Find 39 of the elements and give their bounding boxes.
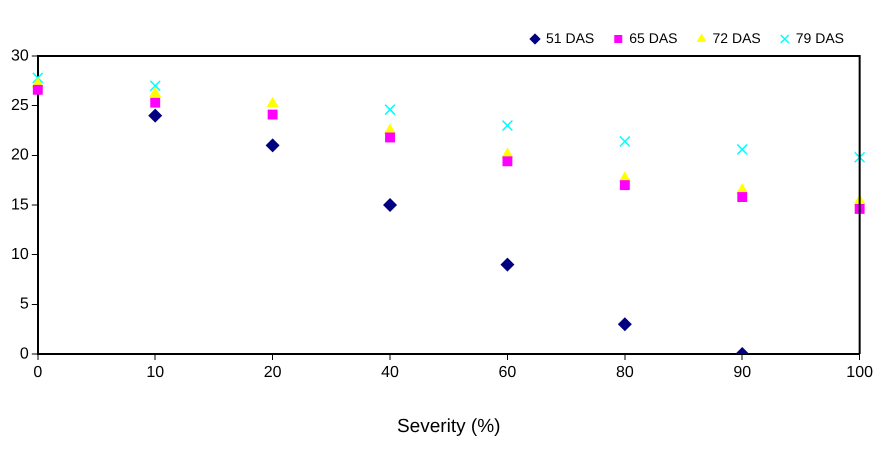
x-tick-label: 40	[381, 364, 400, 382]
point	[500, 258, 514, 272]
x-axis-title: Severity (%)	[396, 416, 500, 437]
point	[502, 120, 514, 132]
point	[502, 156, 512, 166]
point	[385, 132, 395, 142]
x-tick-label: 20	[264, 364, 282, 382]
point	[150, 80, 161, 92]
y-tick-label: 0	[20, 345, 29, 362]
legend-label: 51 DAS	[546, 30, 594, 46]
point	[150, 98, 160, 108]
legend-label: 79 DAS	[796, 30, 844, 46]
y-tick-label: 5	[20, 296, 29, 313]
y-tick-label: 30	[11, 47, 29, 64]
point	[618, 317, 632, 332]
point	[736, 144, 748, 156]
point	[266, 138, 280, 152]
y-tick-label: 25	[11, 97, 29, 114]
x-tick-label: 90	[733, 364, 752, 382]
point	[383, 198, 398, 212]
x-tick-label: 80	[616, 364, 634, 382]
point	[32, 72, 44, 84]
y-tick-label: 20	[11, 146, 29, 164]
point	[737, 192, 748, 202]
y-tick-label: 15	[11, 196, 29, 214]
point	[268, 110, 278, 120]
x-tick-label: 0	[33, 364, 42, 382]
point	[32, 84, 43, 95]
point	[620, 180, 630, 190]
point	[384, 104, 396, 116]
x-tick-label: 100	[846, 364, 874, 382]
point	[854, 152, 866, 164]
point	[148, 108, 162, 123]
legend-label: 65 DAS	[629, 30, 678, 46]
x-tick-label: 60	[498, 364, 516, 382]
point	[619, 136, 631, 148]
legend-label: 72 DAS	[712, 30, 761, 46]
x-tick-label: 10	[146, 364, 164, 382]
y-tick-label: 10	[11, 246, 29, 264]
